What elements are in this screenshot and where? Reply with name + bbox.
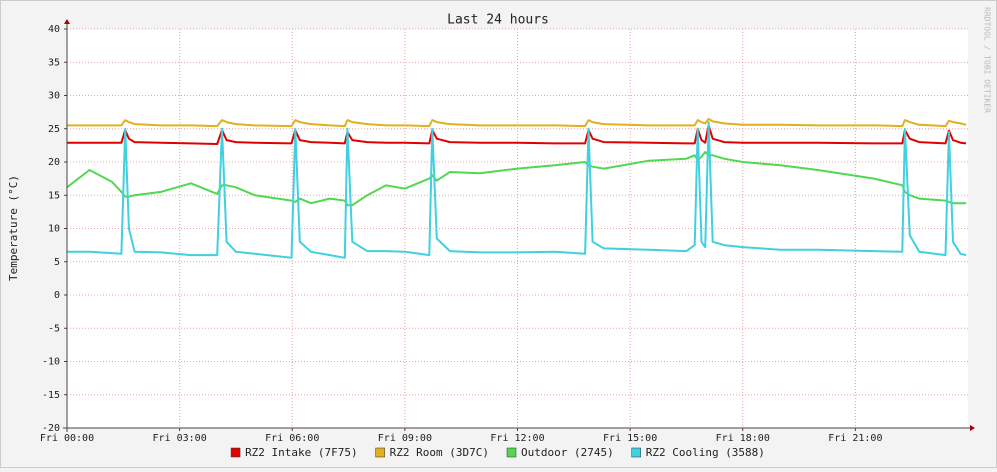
series-line [67,117,967,128]
y-tick-label: 0 [54,290,60,301]
x-tick-label: Fri 09:00 [378,433,432,444]
series-line [67,121,967,259]
legend-item: Outdoor (2745) [506,446,614,459]
legend-label: RZ2 Cooling (3588) [646,446,765,459]
series-line [67,124,967,145]
legend-swatch [375,447,385,458]
legend-swatch [631,447,641,458]
y-tick-label: 15 [48,190,60,201]
y-tick-label: 35 [48,57,60,68]
grid [66,28,968,429]
legend-label: RZ2 Room (3D7C) [390,446,489,459]
x-tick-label: Fri 06:00 [265,433,319,444]
y-axis-label: Temperature (°C) [7,175,20,281]
x-tick-label: Fri 00:00 [40,433,94,444]
y-arrow [64,19,70,24]
y-tick-label: -10 [42,357,60,368]
legend-label: Outdoor (2745) [521,446,614,459]
axes: -20 -15 -10 -5 0 5 10 15 20 25 30 35 40 Fri 00:00 Fri … [40,19,975,444]
chart-title: Last 24 hours [447,13,549,28]
x-arrow [970,425,975,431]
legend-label: RZ2 Intake (7F75) [245,446,358,459]
legend-swatch [230,447,241,458]
watermark: RRDTOOL / TOBI OETIKER [983,7,992,113]
legend-item: RZ2 Intake (7F75) [230,446,358,459]
y-tick-label: 5 [54,257,60,268]
series-lines [66,117,967,259]
y-tick-label: 40 [48,24,60,35]
y-tick-label: 10 [48,224,60,235]
legend-item: RZ2 Room (3D7C) [375,446,489,459]
y-tick-label: -15 [42,390,60,401]
y-tick-label: 25 [48,124,60,135]
x-tick-label: Fri 03:00 [153,433,207,444]
legend-swatch [506,447,517,458]
y-tick-label: -5 [48,323,60,334]
x-tick-label: Fri 12:00 [490,433,544,444]
y-tick-label: 30 [48,91,60,102]
legend: RZ2 Intake (7F75) RZ2 Room (3D7C) Outdoor … [230,446,765,459]
y-tick-label: -20 [42,423,60,434]
x-tick-label: Fri 18:00 [716,433,770,444]
legend-item: RZ2 Cooling (3588) [631,446,765,459]
x-tick-label: Fri 15:00 [603,433,657,444]
y-tick-label: 20 [48,157,60,168]
x-tick-label: Fri 21:00 [828,433,882,444]
